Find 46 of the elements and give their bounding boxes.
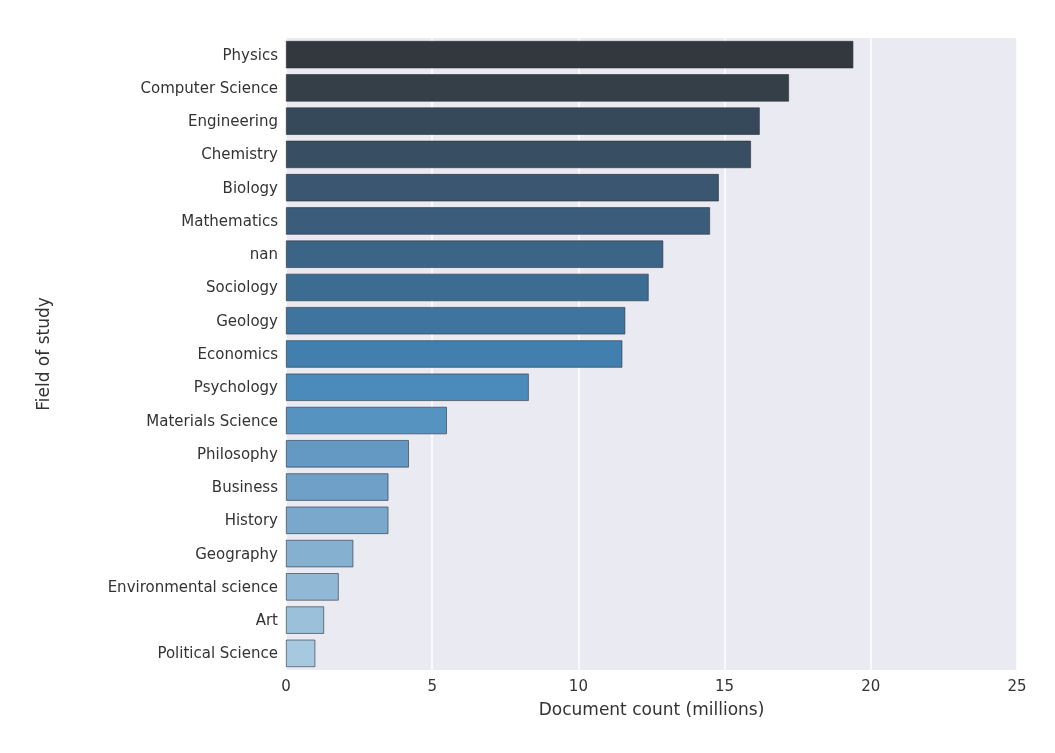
y-tick-label: Philosophy xyxy=(197,444,279,463)
bar xyxy=(286,406,447,435)
y-tick-label: Chemistry xyxy=(201,145,279,164)
bar xyxy=(286,74,789,102)
bar xyxy=(286,307,626,335)
bar xyxy=(286,340,623,368)
bar xyxy=(286,473,389,501)
bar xyxy=(286,373,529,401)
x-tick-label: 5 xyxy=(427,676,437,695)
bar xyxy=(286,639,316,668)
y-tick-label: Business xyxy=(211,478,279,497)
y-tick-label: nan xyxy=(249,245,278,264)
x-tick-label: 25 xyxy=(1007,676,1027,695)
x-tick-label: 10 xyxy=(568,676,588,695)
x-tick-label: 15 xyxy=(715,676,735,695)
y-tick-label: Psychology xyxy=(193,378,279,397)
bar xyxy=(286,506,389,534)
bar xyxy=(286,107,760,135)
bar xyxy=(286,174,719,202)
bar xyxy=(286,40,854,69)
y-tick-label: Physics xyxy=(222,45,279,64)
y-tick-label: Economics xyxy=(197,345,279,363)
y-axis-title: Field of study xyxy=(32,297,53,411)
bar xyxy=(286,140,751,169)
y-tick-label: Political Science xyxy=(157,644,278,663)
bar xyxy=(286,539,354,568)
bar xyxy=(286,273,649,302)
y-tick-label: Sociology xyxy=(205,278,279,297)
y-tick-label: Environmental science xyxy=(107,577,278,596)
y-tick-label: Geology xyxy=(216,311,279,330)
y-tick-label: Biology xyxy=(222,178,279,197)
bar xyxy=(286,207,710,235)
y-tick-label: Art xyxy=(255,611,279,630)
y-tick-label: History xyxy=(224,511,279,530)
y-tick-label: Computer Science xyxy=(140,78,278,97)
x-tick-label: 20 xyxy=(861,676,881,695)
bar xyxy=(286,440,409,468)
bar xyxy=(286,573,339,601)
y-tick-label: Engineering xyxy=(188,112,278,131)
bar xyxy=(286,240,664,268)
bar xyxy=(286,606,325,634)
y-tick-label: Geography xyxy=(195,544,279,563)
x-tick-label: 0 xyxy=(281,676,291,695)
x-axis-title: Document count (millions) xyxy=(538,698,765,719)
y-tick-label: Mathematics xyxy=(181,211,279,230)
y-tick-label: Materials Science xyxy=(146,411,278,430)
